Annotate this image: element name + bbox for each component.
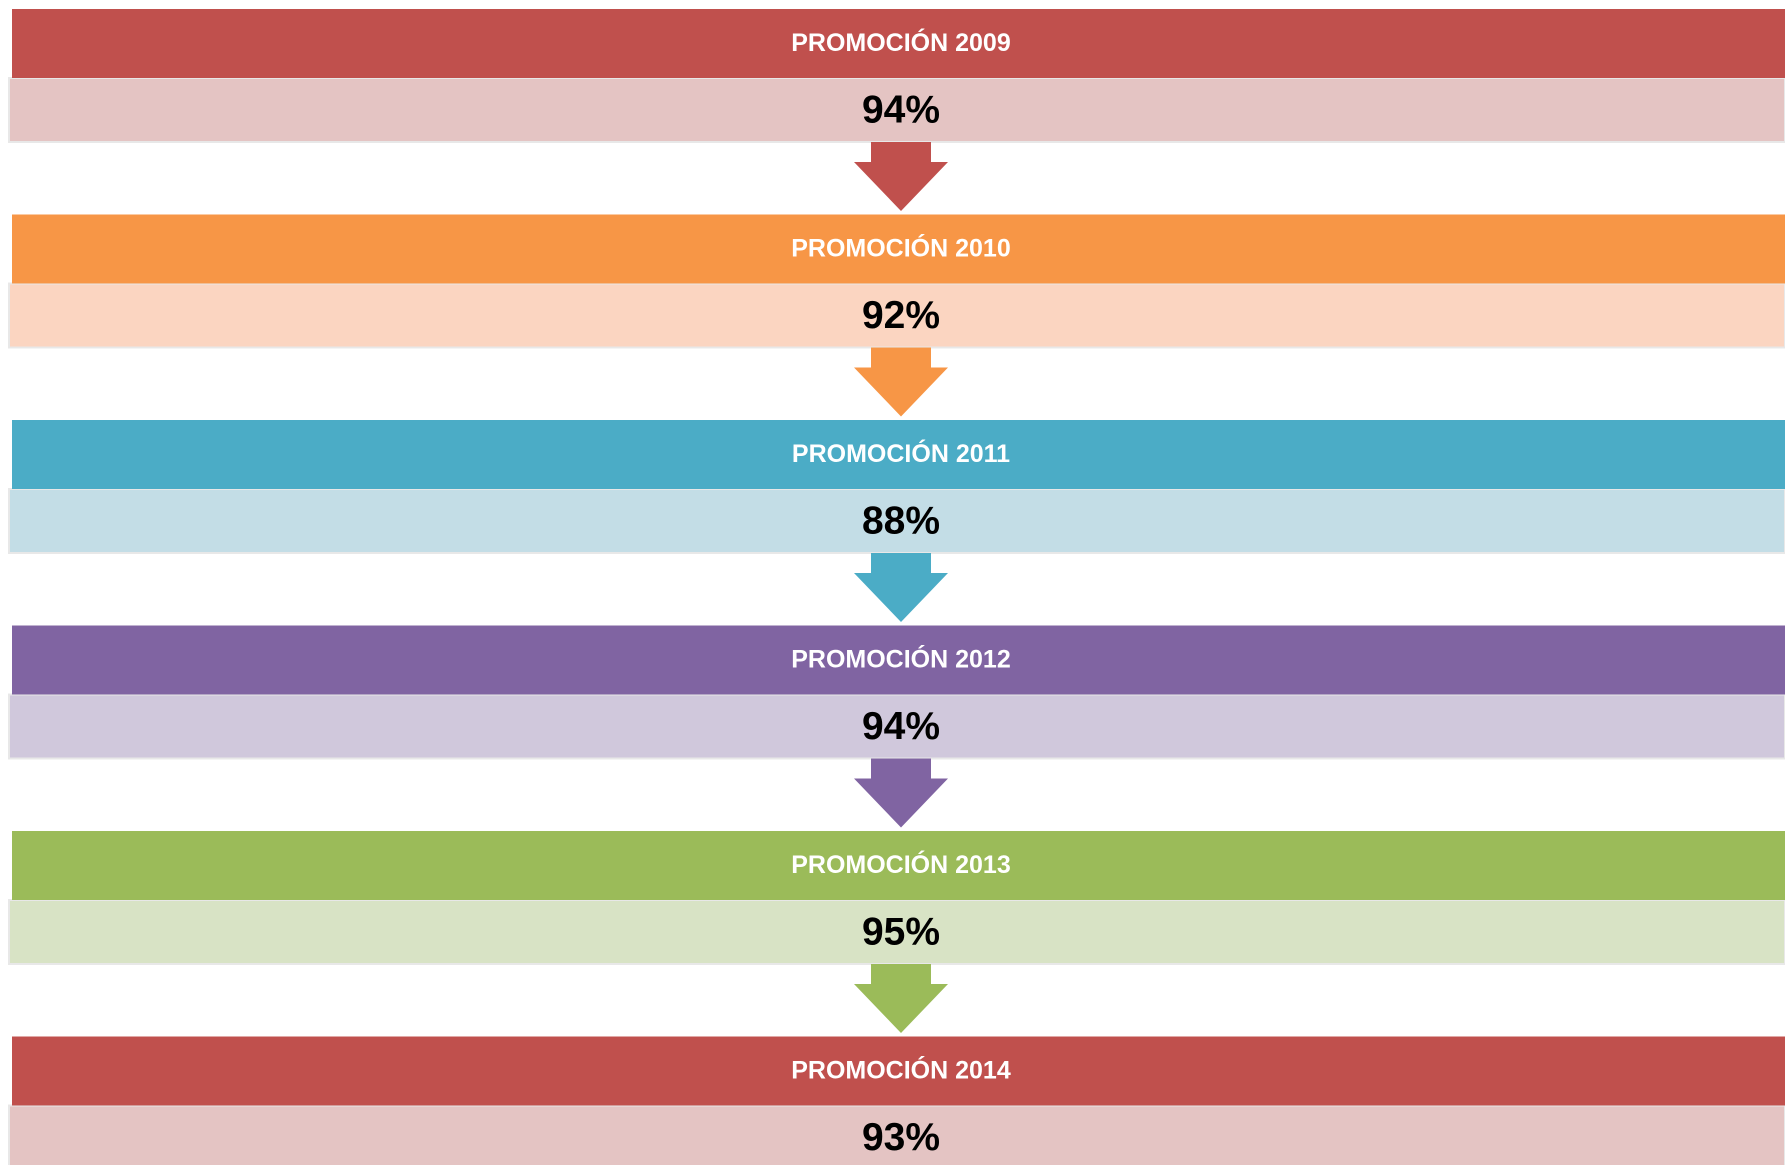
step-title: PROMOCIÓN 2014: [791, 1055, 1011, 1085]
step-body: [8, 282, 1785, 349]
step-title: PROMOCIÓN 2011: [792, 438, 1010, 468]
step-value: 88%: [862, 499, 940, 542]
step-body: [8, 77, 1785, 143]
arrow: [854, 347, 948, 417]
arrow: [854, 758, 948, 828]
step-title: PROMOCIÓN 2009: [791, 27, 1011, 57]
step-body: [8, 1104, 1785, 1165]
step-value: 92%: [862, 294, 940, 337]
step-title: PROMOCIÓN 2010: [791, 233, 1011, 263]
step-header: [12, 420, 1785, 489]
step-title: PROMOCIÓN 2012: [791, 644, 1011, 674]
step-header: [12, 831, 1785, 900]
step-header: [12, 1036, 1785, 1106]
step-header: [12, 9, 1785, 78]
step-title: PROMOCIÓN 2013: [791, 849, 1011, 879]
step-value: 94%: [862, 88, 940, 131]
step-header: [12, 214, 1785, 284]
step-value: 94%: [862, 705, 940, 748]
arrow: [854, 553, 948, 622]
step-body: [8, 899, 1785, 965]
step-value: 93%: [862, 1116, 940, 1159]
step-value: 95%: [862, 910, 940, 953]
step-header: [12, 625, 1785, 695]
arrow: [854, 142, 948, 211]
arrow: [854, 964, 948, 1033]
